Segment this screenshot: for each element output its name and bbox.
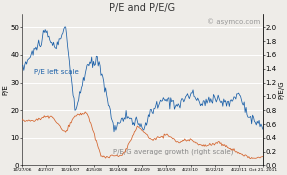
Text: © asymco.com: © asymco.com: [207, 18, 260, 25]
Text: P/E/G average growth (right scale): P/E/G average growth (right scale): [113, 148, 234, 155]
Text: P/E left scale: P/E left scale: [34, 69, 79, 75]
Y-axis label: P/E: P/E: [3, 84, 9, 95]
Y-axis label: P/E/G: P/E/G: [278, 80, 284, 99]
Title: P/E and P/E/G: P/E and P/E/G: [109, 3, 175, 13]
